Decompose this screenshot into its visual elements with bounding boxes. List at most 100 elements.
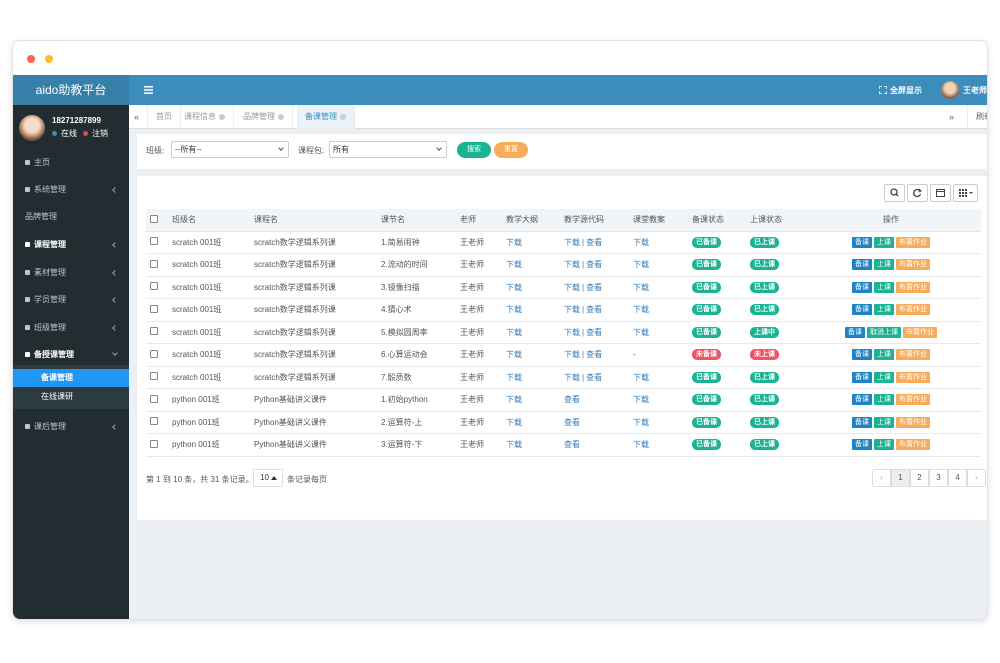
tab-close[interactable] (219, 113, 225, 120)
plan-link[interactable]: 下载 (633, 260, 649, 270)
refresh-tab[interactable]: 刷新 (967, 105, 987, 129)
page-button[interactable]: › (967, 469, 986, 487)
action-button[interactable]: 上课 (874, 416, 894, 428)
refresh-tool[interactable] (907, 184, 928, 202)
minimize-dot[interactable] (45, 55, 53, 63)
action-button[interactable]: 备课 (852, 259, 872, 271)
code-link[interactable]: 下载 (564, 282, 580, 292)
row-checkbox[interactable] (150, 439, 158, 448)
code-link[interactable]: 查看 (586, 327, 603, 337)
code-link[interactable]: 查看 (586, 282, 603, 292)
select-all-checkbox[interactable] (150, 214, 158, 223)
action-button[interactable]: 上课 (874, 304, 894, 316)
outline-link[interactable]: 下载 (506, 417, 522, 427)
search-button[interactable]: 搜索 (457, 142, 491, 158)
code-link[interactable]: 查看 (564, 417, 580, 427)
action-button[interactable]: 备课 (852, 349, 872, 361)
user-avatar[interactable] (941, 81, 959, 99)
code-link[interactable]: 查看 (586, 350, 603, 360)
action-button[interactable]: 备课 (852, 371, 872, 383)
submenu-item[interactable]: 备课管理 (13, 369, 129, 387)
page-button[interactable]: 3 (929, 469, 948, 487)
row-checkbox[interactable] (150, 282, 158, 291)
plan-link[interactable]: 下载 (633, 372, 649, 382)
outline-link[interactable]: 下载 (506, 440, 522, 450)
code-link[interactable]: 查看 (586, 372, 603, 382)
action-button[interactable]: 上课 (874, 236, 894, 248)
columns-tool[interactable] (930, 184, 951, 202)
action-button[interactable]: 上课 (874, 281, 894, 293)
action-button[interactable]: 布置作业 (896, 349, 930, 361)
action-button[interactable]: 上课 (874, 349, 894, 361)
menu-item[interactable]: 课后管理 (13, 417, 129, 437)
menu-toggle[interactable] (144, 86, 153, 94)
action-button[interactable]: 上课 (874, 371, 894, 383)
action-button[interactable]: 布置作业 (896, 259, 930, 271)
action-button[interactable]: 备课 (852, 394, 872, 406)
row-checkbox[interactable] (150, 327, 158, 336)
code-link[interactable]: 查看 (586, 305, 603, 315)
code-link[interactable]: 下载 (564, 327, 580, 337)
menu-item[interactable]: 主页 (13, 153, 129, 173)
logout-link[interactable]: 注销 (92, 129, 108, 138)
plan-link[interactable]: 下载 (633, 237, 649, 247)
code-link[interactable]: 下载 (564, 305, 580, 315)
code-link[interactable]: 下载 (564, 260, 580, 270)
outline-link[interactable]: 下载 (506, 260, 522, 270)
action-button[interactable]: 备课 (852, 416, 872, 428)
brand[interactable]: aido助教平台 (13, 75, 129, 105)
row-checkbox[interactable] (150, 417, 158, 426)
action-button[interactable]: 上课 (874, 439, 894, 451)
close-dot[interactable] (27, 55, 35, 63)
tab[interactable]: 首页 (147, 105, 181, 129)
row-checkbox[interactable] (150, 259, 158, 268)
menu-item[interactable]: 课程管理 (13, 235, 129, 255)
plan-link[interactable]: - (633, 350, 636, 360)
action-button[interactable]: 上课 (874, 394, 894, 406)
outline-link[interactable]: 下载 (506, 372, 522, 382)
action-button[interactable]: 布置作业 (896, 371, 930, 383)
action-button[interactable]: 取消上课 (867, 326, 901, 338)
action-button[interactable]: 上课 (874, 259, 894, 271)
plan-link[interactable]: 下载 (633, 440, 649, 450)
action-button[interactable]: 布置作业 (896, 281, 930, 293)
row-checkbox[interactable] (150, 394, 158, 403)
outline-link[interactable]: 下载 (506, 395, 522, 405)
tab-close[interactable] (340, 113, 346, 120)
action-button[interactable]: 布置作业 (903, 326, 937, 338)
action-button[interactable]: 布置作业 (896, 236, 930, 248)
tab[interactable]: 备课管理 (297, 105, 355, 129)
code-link[interactable]: 查看 (586, 237, 603, 247)
action-button[interactable]: 备课 (852, 304, 872, 316)
tab[interactable]: 课程信息 (176, 105, 234, 129)
outline-link[interactable]: 下载 (506, 237, 522, 247)
row-checkbox[interactable] (150, 349, 158, 358)
code-link[interactable]: 下载 (564, 372, 580, 382)
code-link[interactable]: 查看 (564, 440, 580, 450)
code-link[interactable]: 下载 (564, 350, 580, 360)
code-link[interactable]: 查看 (586, 260, 603, 270)
plan-link[interactable]: 下载 (633, 395, 649, 405)
plan-link[interactable]: 下载 (633, 327, 649, 337)
tabs-left-arrow[interactable]: « (134, 112, 140, 122)
submenu-item[interactable]: 在线课研 (41, 392, 73, 401)
outline-link[interactable]: 下载 (506, 327, 522, 337)
page-button[interactable]: ‹ (872, 469, 891, 487)
row-checkbox[interactable] (150, 237, 158, 246)
page-button[interactable]: 1 (891, 469, 910, 487)
action-button[interactable]: 备课 (852, 236, 872, 248)
code-link[interactable]: 下载 (564, 237, 580, 247)
tab[interactable]: 品牌管理 (235, 105, 293, 129)
outline-link[interactable]: 下载 (506, 350, 522, 360)
row-checkbox[interactable] (150, 372, 158, 381)
action-button[interactable]: 布置作业 (896, 394, 930, 406)
tabs-right-arrow[interactable]: » (949, 112, 955, 122)
outline-link[interactable]: 下载 (506, 305, 522, 315)
menu-item[interactable]: 系统管理 (13, 180, 129, 200)
menu-item[interactable]: 班级管理 (13, 318, 129, 338)
plan-link[interactable]: 下载 (633, 282, 649, 292)
page-button[interactable]: 2 (910, 469, 929, 487)
row-checkbox[interactable] (150, 304, 158, 313)
class-select[interactable]: --所有-- (171, 141, 289, 158)
menu-item[interactable]: 品牌管理 (13, 207, 129, 227)
